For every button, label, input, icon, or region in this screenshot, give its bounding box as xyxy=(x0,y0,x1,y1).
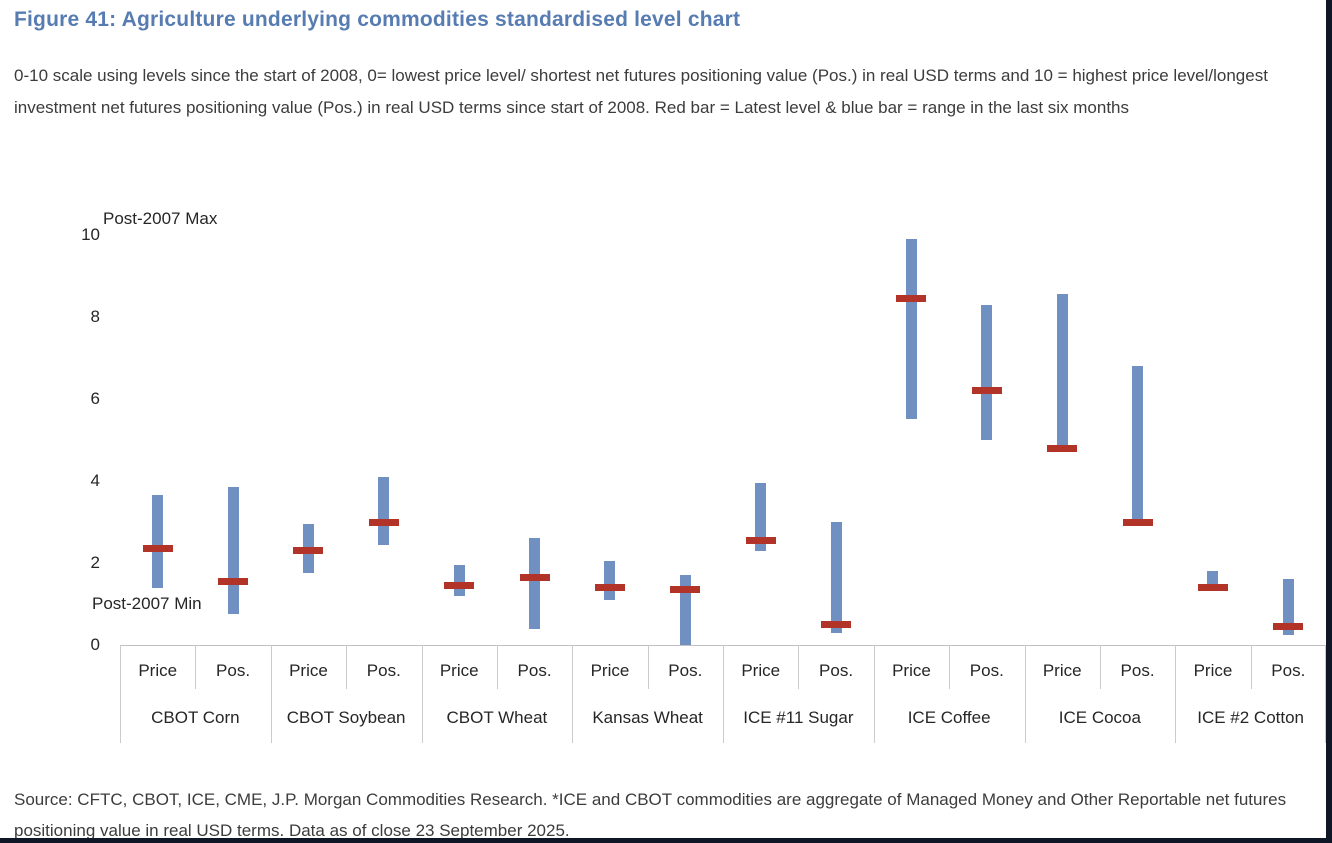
category-divider xyxy=(949,645,951,689)
y-axis-tick-label: 8 xyxy=(90,307,100,326)
latest-marker xyxy=(368,518,399,526)
category-label: Price xyxy=(289,661,328,680)
range-bar xyxy=(830,522,842,633)
range-bar xyxy=(1207,571,1219,586)
latest-marker xyxy=(142,545,173,553)
latest-marker xyxy=(444,582,475,590)
category-label: Pos. xyxy=(366,661,401,680)
y-axis-tick-label: 4 xyxy=(90,471,100,490)
category-label: Price xyxy=(1042,661,1082,680)
post-2007-min-label: Post-2007 Min xyxy=(92,594,202,613)
latest-marker xyxy=(594,584,625,592)
standardised-level-chart: 0 2 4 6 8 10 Post-2007 Max Post-2007 Min CBOT Co… xyxy=(0,195,1326,755)
latest-marker xyxy=(218,577,249,585)
group-label: ICE #2 Cotton xyxy=(1197,708,1305,727)
group-divider xyxy=(270,645,272,743)
figure-title: Figure 41: Agriculture underlying commod… xyxy=(14,8,741,31)
range-bar xyxy=(1282,579,1294,635)
range-bar xyxy=(378,476,390,545)
group-label: ICE Cocoa xyxy=(1058,708,1141,727)
group-label: ICE Coffee xyxy=(907,708,991,727)
category-label: Pos. xyxy=(668,661,703,680)
y-axis-tick-label: 0 xyxy=(90,635,100,654)
latest-marker xyxy=(670,586,701,594)
range-bar xyxy=(1132,366,1144,520)
range-bar xyxy=(529,538,541,629)
category-divider xyxy=(1099,645,1101,689)
group-divider xyxy=(873,645,875,743)
range-bar xyxy=(453,565,465,596)
latest-marker xyxy=(293,547,324,555)
latest-marker xyxy=(1273,623,1304,631)
range-bar xyxy=(755,483,767,551)
post-2007-max-label: Post-2007 Max xyxy=(103,209,218,228)
category-label: Pos. xyxy=(216,661,251,680)
category-label: Price xyxy=(741,661,781,680)
latest-marker xyxy=(821,621,852,628)
group-label: CBOT Corn xyxy=(151,708,240,727)
range-bar xyxy=(1056,294,1068,447)
group-label: CBOT Wheat xyxy=(446,708,548,727)
category-label: Price xyxy=(590,661,630,680)
range-bar xyxy=(152,495,164,588)
group-label: CBOT Soybean xyxy=(286,708,406,727)
category-label: Price xyxy=(439,661,479,680)
group-label: Kansas Wheat xyxy=(592,708,703,727)
group-divider xyxy=(572,645,574,743)
category-label: Pos. xyxy=(819,661,854,680)
category-divider xyxy=(798,645,800,689)
group-divider xyxy=(723,645,724,743)
range-bar xyxy=(227,487,239,615)
category-label: Pos. xyxy=(1271,661,1306,680)
group-divider xyxy=(1325,645,1326,743)
latest-marker xyxy=(896,295,927,303)
category-divider xyxy=(647,645,649,689)
y-axis-tick-label: 10 xyxy=(81,225,100,244)
group-divider xyxy=(120,645,121,743)
range-bar xyxy=(604,560,616,600)
range-bar xyxy=(981,304,993,440)
latest-marker xyxy=(745,536,776,544)
latest-marker xyxy=(971,387,1002,395)
group-divider xyxy=(1175,645,1177,743)
latest-marker xyxy=(519,573,550,581)
y-axis-tick-label: 6 xyxy=(90,389,100,408)
group-divider xyxy=(1024,645,1026,743)
source-note: Source: CFTC, CBOT, ICE, CME, J.P. Morga… xyxy=(14,790,1287,840)
category-label: Price xyxy=(138,661,178,680)
category-label: Pos. xyxy=(517,661,552,680)
y-axis-tick-label: 2 xyxy=(90,553,100,572)
category-divider xyxy=(496,645,498,689)
figure-description: 0-10 scale using levels since the start … xyxy=(14,66,1268,117)
latest-marker xyxy=(1197,584,1228,592)
range-bar xyxy=(679,575,691,645)
category-divider xyxy=(195,645,197,689)
group-divider xyxy=(421,645,423,743)
category-divider xyxy=(1250,645,1252,689)
category-label: Pos. xyxy=(1120,661,1155,680)
latest-marker xyxy=(1122,518,1153,526)
category-divider xyxy=(346,645,348,689)
group-label: ICE #11 Sugar xyxy=(743,708,854,727)
category-label: Pos. xyxy=(969,661,1004,680)
category-label: Price xyxy=(1193,661,1233,680)
range-bar xyxy=(905,239,917,420)
latest-marker xyxy=(1047,444,1078,452)
category-label: Price xyxy=(892,661,931,680)
